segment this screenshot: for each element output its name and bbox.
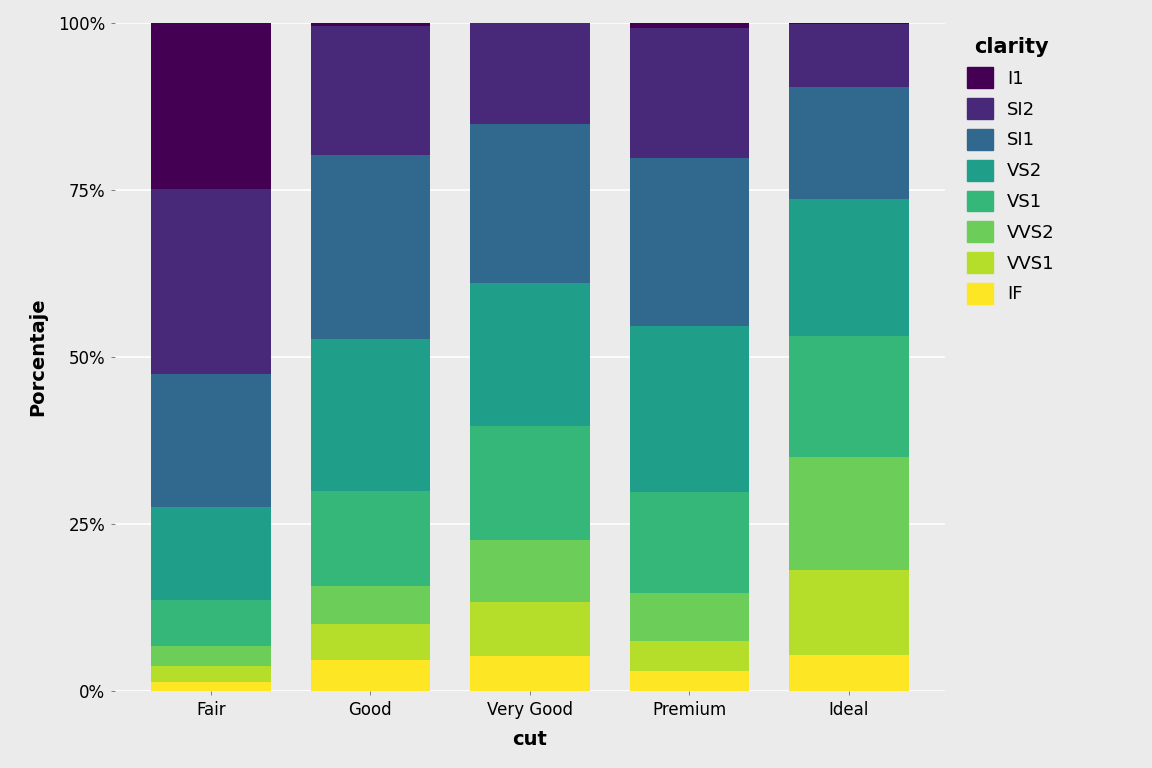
Bar bbox=[630, 671, 749, 691]
Bar bbox=[151, 23, 271, 189]
Bar bbox=[789, 199, 909, 336]
Bar bbox=[789, 336, 909, 456]
Bar bbox=[311, 624, 430, 660]
Bar bbox=[470, 124, 590, 283]
Bar bbox=[789, 87, 909, 199]
Bar bbox=[470, 540, 590, 601]
Bar bbox=[630, 158, 749, 326]
Bar bbox=[789, 571, 909, 655]
Bar bbox=[470, 601, 590, 657]
Bar bbox=[151, 667, 271, 682]
Bar bbox=[151, 375, 271, 508]
Bar bbox=[630, 641, 749, 671]
Bar bbox=[151, 508, 271, 600]
Bar bbox=[151, 647, 271, 667]
Bar bbox=[151, 600, 271, 647]
Bar bbox=[470, 426, 590, 540]
Legend: I1, SI2, SI1, VS2, VS1, VVS2, VVS1, IF: I1, SI2, SI1, VS2, VS1, VVS2, VVS1, IF bbox=[962, 32, 1060, 310]
Bar bbox=[311, 25, 430, 155]
Bar bbox=[630, 326, 749, 492]
Bar bbox=[311, 23, 430, 25]
Bar bbox=[470, 23, 590, 124]
Bar bbox=[311, 660, 430, 691]
Bar bbox=[630, 492, 749, 593]
Bar bbox=[789, 655, 909, 691]
Y-axis label: Porcentaje: Porcentaje bbox=[28, 298, 47, 416]
Bar bbox=[470, 283, 590, 426]
X-axis label: cut: cut bbox=[513, 730, 547, 749]
Bar bbox=[470, 657, 590, 691]
Bar bbox=[311, 155, 430, 339]
Bar bbox=[311, 586, 430, 624]
Bar bbox=[789, 25, 909, 87]
Bar bbox=[311, 339, 430, 492]
Bar bbox=[789, 456, 909, 571]
Bar bbox=[151, 682, 271, 691]
Bar bbox=[311, 492, 430, 586]
Bar bbox=[630, 23, 749, 28]
Bar bbox=[789, 23, 909, 25]
Bar bbox=[151, 189, 271, 375]
Bar bbox=[630, 593, 749, 641]
Bar bbox=[630, 28, 749, 158]
